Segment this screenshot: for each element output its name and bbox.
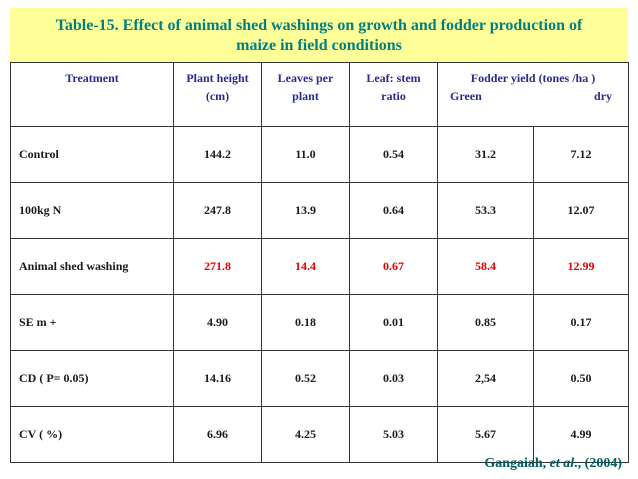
header-green: Green bbox=[450, 89, 482, 103]
cell-leaves: 11.0 bbox=[261, 126, 350, 183]
cell-dry-yield: 0.17 bbox=[532, 294, 630, 351]
cell-leaves: 13.9 bbox=[261, 182, 350, 239]
table-header-row: Treatment Plant height (cm) Leaves per p… bbox=[10, 62, 630, 127]
citation: Gangaiah, et al., (2004) bbox=[484, 456, 622, 471]
cell-plant-height: 4.90 bbox=[173, 294, 262, 351]
header-plant-height: Plant height (cm) bbox=[173, 62, 262, 127]
title-line-1: Table-15. Effect of animal shed washings… bbox=[55, 17, 583, 34]
cell-leaf-stem: 0.01 bbox=[349, 294, 438, 351]
cell-plant-height: 271.8 bbox=[173, 238, 262, 295]
row-label: CD ( P= 0.05) bbox=[10, 350, 174, 407]
table-row-cd: CD ( P= 0.05) 14.16 0.52 0.03 2,54 0.50 bbox=[10, 350, 630, 407]
table-title: Table-15. Effect of animal shed washings… bbox=[10, 8, 628, 62]
row-label: Animal shed washing bbox=[10, 238, 174, 295]
row-label: 100kg N bbox=[10, 182, 174, 239]
cell-leaves: 4.25 bbox=[261, 406, 350, 463]
row-label: Control bbox=[10, 126, 174, 183]
table-row-100kg-n: 100kg N 247.8 13.9 0.64 53.3 12.07 bbox=[10, 182, 630, 239]
cell-green-yield: 5.67 bbox=[437, 406, 534, 463]
table-row-cv: CV ( %) 6.96 4.25 5.03 5.67 4.99 bbox=[10, 406, 630, 463]
cell-leaves: 14.4 bbox=[261, 238, 350, 295]
cell-green-yield: 31.2 bbox=[437, 126, 534, 183]
table-row-se-m: SE m + 4.90 0.18 0.01 0.85 0.17 bbox=[10, 294, 630, 351]
row-label: SE m + bbox=[10, 294, 174, 351]
header-leaves-per-plant: Leaves per plant bbox=[261, 62, 350, 127]
cell-green-yield: 0.85 bbox=[437, 294, 534, 351]
cell-plant-height: 6.96 bbox=[173, 406, 262, 463]
cell-plant-height: 247.8 bbox=[173, 182, 262, 239]
cell-dry-yield: 7.12 bbox=[532, 126, 630, 183]
cell-dry-yield: 0.50 bbox=[532, 350, 630, 407]
header-leaf-stem-ratio: Leaf: stem ratio bbox=[349, 62, 438, 127]
cell-leaf-stem: 0.64 bbox=[349, 182, 438, 239]
cell-leaf-stem: 5.03 bbox=[349, 406, 438, 463]
table-row-animal-shed-washing: Animal shed washing 271.8 14.4 0.67 58.4… bbox=[10, 238, 630, 295]
header-fodder-yield: Fodder yield (tones /ha ) Green dry bbox=[436, 62, 630, 127]
cell-green-yield: 53.3 bbox=[437, 182, 534, 239]
cell-leaves: 0.18 bbox=[261, 294, 350, 351]
cell-green-yield: 58.4 bbox=[437, 238, 534, 295]
row-label: CV ( %) bbox=[10, 406, 174, 463]
cell-dry-yield: 4.99 bbox=[532, 406, 630, 463]
title-line-2: maize in field conditions bbox=[236, 37, 402, 54]
table-row-control: Control 144.2 11.0 0.54 31.2 7.12 bbox=[10, 126, 630, 183]
cell-dry-yield: 12.99 bbox=[532, 238, 630, 295]
cell-plant-height: 14.16 bbox=[173, 350, 262, 407]
header-dry: dry bbox=[594, 89, 613, 103]
cell-leaf-stem: 0.03 bbox=[349, 350, 438, 407]
cell-leaf-stem: 0.54 bbox=[349, 126, 438, 183]
cell-green-yield: 2,54 bbox=[437, 350, 534, 407]
header-treatment: Treatment bbox=[10, 62, 174, 127]
cell-leaves: 0.52 bbox=[261, 350, 350, 407]
cell-leaf-stem: 0.67 bbox=[349, 238, 438, 295]
cell-plant-height: 144.2 bbox=[173, 126, 262, 183]
results-table: Treatment Plant height (cm) Leaves per p… bbox=[10, 62, 630, 463]
cell-dry-yield: 12.07 bbox=[532, 182, 630, 239]
